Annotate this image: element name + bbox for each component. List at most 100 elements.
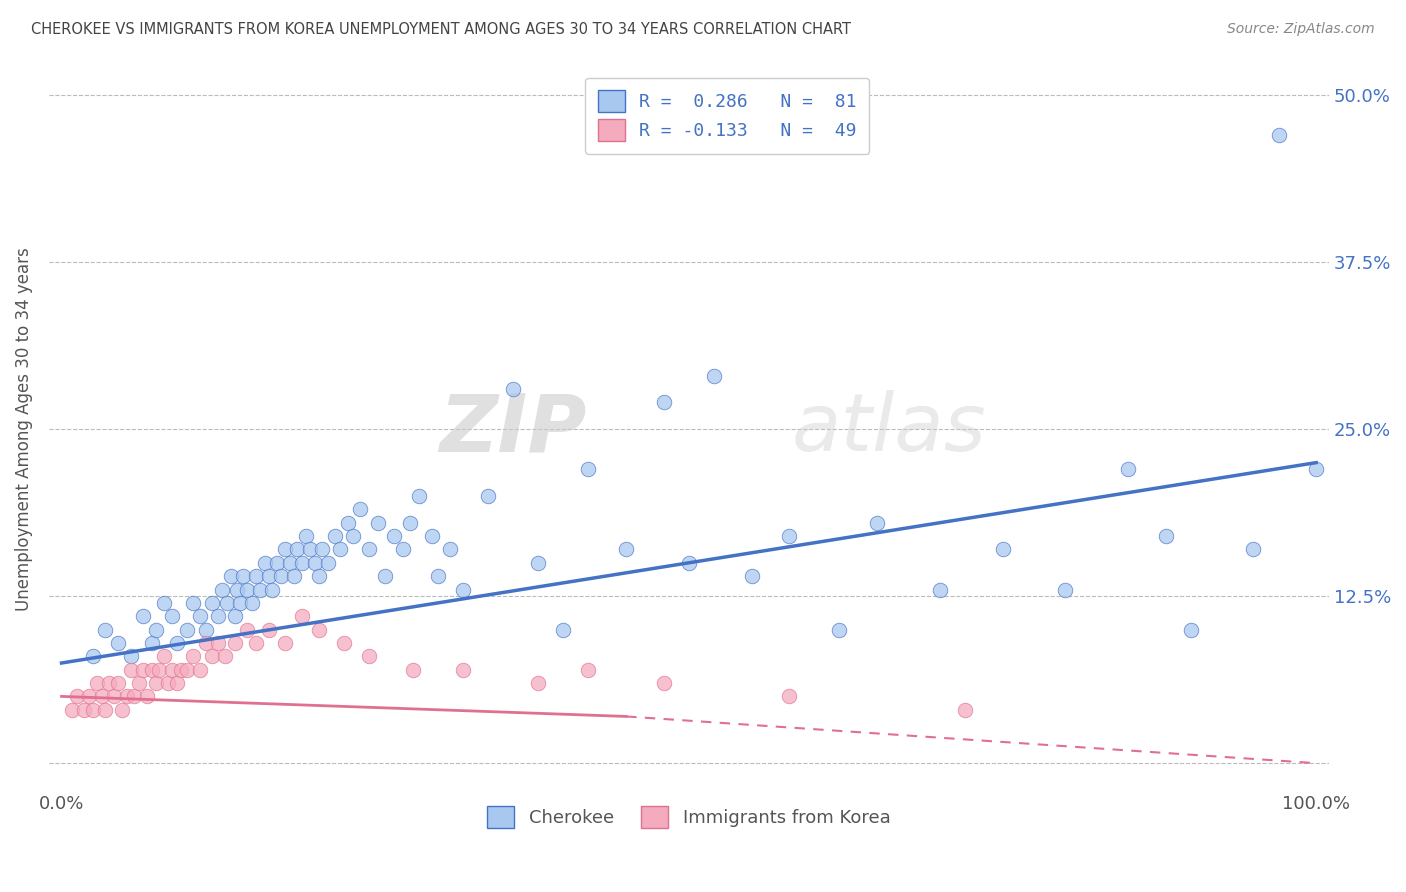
Point — [308, 569, 330, 583]
Point — [194, 636, 217, 650]
Point — [402, 663, 425, 677]
Point — [652, 395, 675, 409]
Y-axis label: Unemployment Among Ages 30 to 34 years: Unemployment Among Ages 30 to 34 years — [15, 247, 32, 611]
Point — [502, 382, 524, 396]
Point — [82, 703, 104, 717]
Point — [160, 609, 183, 624]
Point — [232, 569, 254, 583]
Point — [207, 636, 229, 650]
Point — [991, 542, 1014, 557]
Text: Source: ZipAtlas.com: Source: ZipAtlas.com — [1227, 22, 1375, 37]
Point — [181, 596, 204, 610]
Point — [408, 489, 430, 503]
Point — [86, 676, 108, 690]
Point — [245, 636, 267, 650]
Point — [741, 569, 763, 583]
Point — [141, 663, 163, 677]
Point — [148, 663, 170, 677]
Point — [249, 582, 271, 597]
Point — [652, 676, 675, 690]
Point — [194, 623, 217, 637]
Text: ZIP: ZIP — [439, 390, 586, 468]
Point — [245, 569, 267, 583]
Point — [236, 623, 259, 637]
Point — [349, 502, 371, 516]
Point — [145, 623, 167, 637]
Point — [153, 649, 176, 664]
Point — [236, 582, 259, 597]
Point — [214, 649, 236, 664]
Point — [124, 690, 146, 704]
Point — [329, 542, 352, 557]
Point — [953, 703, 976, 717]
Point — [224, 636, 246, 650]
Point — [357, 649, 380, 664]
Point — [678, 556, 700, 570]
Text: CHEROKEE VS IMMIGRANTS FROM KOREA UNEMPLOYMENT AMONG AGES 30 TO 34 YEARS CORRELA: CHEROKEE VS IMMIGRANTS FROM KOREA UNEMPL… — [31, 22, 851, 37]
Point — [107, 636, 129, 650]
Point — [207, 609, 229, 624]
Point — [295, 529, 318, 543]
Point — [1054, 582, 1077, 597]
Point — [181, 649, 204, 664]
Point — [311, 542, 333, 557]
Point — [262, 582, 284, 597]
Point — [316, 556, 339, 570]
Point — [201, 649, 224, 664]
Point — [211, 582, 233, 597]
Point — [166, 636, 188, 650]
Point — [342, 529, 364, 543]
Point — [1267, 128, 1289, 143]
Point — [391, 542, 413, 557]
Point — [132, 609, 155, 624]
Point — [219, 569, 242, 583]
Point — [228, 596, 250, 610]
Point — [224, 609, 246, 624]
Point — [1243, 542, 1265, 557]
Point — [257, 623, 280, 637]
Point — [157, 676, 180, 690]
Text: atlas: atlas — [792, 390, 986, 468]
Point — [1154, 529, 1177, 543]
Point — [65, 690, 87, 704]
Point — [153, 596, 176, 610]
Point — [160, 663, 183, 677]
Point — [367, 516, 389, 530]
Point — [527, 676, 550, 690]
Point — [176, 663, 198, 677]
Point — [928, 582, 950, 597]
Point — [90, 690, 112, 704]
Point — [120, 649, 142, 664]
Point — [778, 690, 800, 704]
Point — [1180, 623, 1202, 637]
Point — [73, 703, 96, 717]
Point — [527, 556, 550, 570]
Point — [166, 676, 188, 690]
Point — [176, 623, 198, 637]
Point — [115, 690, 138, 704]
Point — [253, 556, 276, 570]
Point — [420, 529, 443, 543]
Point — [188, 609, 211, 624]
Point — [477, 489, 499, 503]
Point — [553, 623, 575, 637]
Point — [120, 663, 142, 677]
Legend: Cherokee, Immigrants from Korea: Cherokee, Immigrants from Korea — [479, 798, 897, 835]
Point — [170, 663, 193, 677]
Point — [703, 368, 725, 383]
Point — [60, 703, 83, 717]
Point — [141, 636, 163, 650]
Point — [426, 569, 449, 583]
Point — [357, 542, 380, 557]
Point — [451, 663, 474, 677]
Point — [103, 690, 125, 704]
Point — [188, 663, 211, 677]
Point — [111, 703, 134, 717]
Point — [1305, 462, 1327, 476]
Point — [226, 582, 249, 597]
Point — [382, 529, 405, 543]
Point — [82, 649, 104, 664]
Point — [135, 690, 157, 704]
Point — [1116, 462, 1139, 476]
Point — [201, 596, 224, 610]
